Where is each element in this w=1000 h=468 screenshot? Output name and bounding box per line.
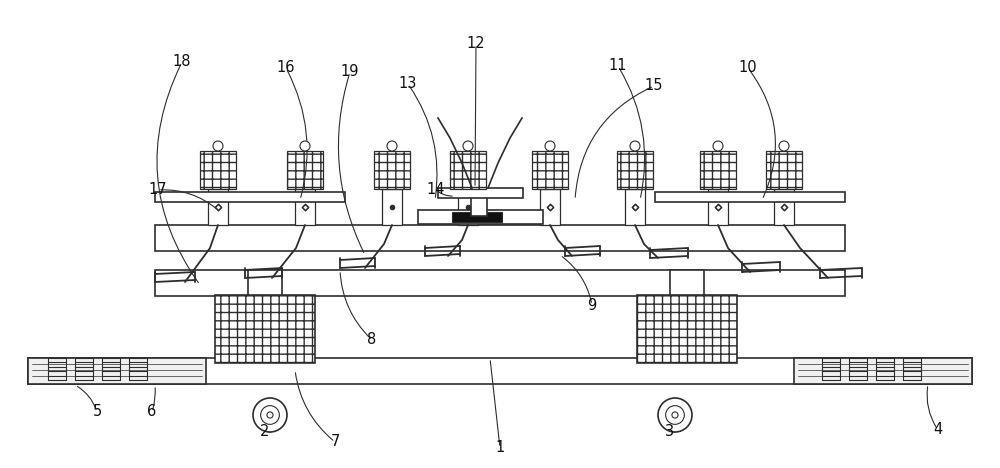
Bar <box>155 225 845 251</box>
Bar <box>458 189 478 225</box>
Circle shape <box>779 141 789 151</box>
Text: 5: 5 <box>92 404 102 419</box>
Bar <box>208 189 228 225</box>
Text: 13: 13 <box>399 76 417 92</box>
Bar <box>248 270 282 296</box>
Bar <box>155 192 345 202</box>
Circle shape <box>261 406 279 424</box>
Text: 3: 3 <box>665 424 675 439</box>
Text: 16: 16 <box>277 60 295 75</box>
Bar <box>438 188 523 198</box>
Bar <box>655 192 845 202</box>
Circle shape <box>672 412 678 418</box>
Bar <box>774 189 794 225</box>
Bar <box>540 189 560 225</box>
Text: 2: 2 <box>260 424 270 439</box>
Text: 11: 11 <box>609 58 627 73</box>
Circle shape <box>463 141 473 151</box>
Bar <box>374 151 410 189</box>
Bar <box>625 189 645 225</box>
Text: 17: 17 <box>149 183 167 197</box>
Bar <box>155 270 845 296</box>
Text: 8: 8 <box>367 332 377 348</box>
Text: 10: 10 <box>739 60 757 75</box>
Circle shape <box>213 141 223 151</box>
Bar <box>637 295 737 363</box>
Bar <box>200 151 236 189</box>
Circle shape <box>658 398 692 432</box>
Circle shape <box>713 141 723 151</box>
Circle shape <box>300 141 310 151</box>
Bar <box>215 295 315 363</box>
Bar <box>287 151 323 189</box>
Circle shape <box>267 412 273 418</box>
Text: 12: 12 <box>467 37 485 51</box>
Bar <box>532 151 568 189</box>
Bar <box>295 189 315 225</box>
Text: 7: 7 <box>330 434 340 449</box>
Text: 18: 18 <box>173 54 191 70</box>
Bar <box>471 196 487 216</box>
Bar <box>766 151 802 189</box>
Text: 4: 4 <box>933 423 943 438</box>
Circle shape <box>630 141 640 151</box>
Text: 14: 14 <box>427 183 445 197</box>
Bar <box>28 358 206 384</box>
Bar <box>700 151 736 189</box>
Bar <box>617 151 653 189</box>
Text: 19: 19 <box>341 65 359 80</box>
Text: 6: 6 <box>147 404 157 419</box>
Bar <box>452 212 502 222</box>
Bar <box>418 210 543 224</box>
Circle shape <box>545 141 555 151</box>
Circle shape <box>387 141 397 151</box>
Bar <box>28 358 972 384</box>
Bar <box>670 270 704 296</box>
Bar <box>708 189 728 225</box>
Bar <box>450 151 486 189</box>
Circle shape <box>666 406 684 424</box>
Text: 9: 9 <box>587 298 597 313</box>
Text: 1: 1 <box>495 440 505 455</box>
Bar <box>382 189 402 225</box>
Bar <box>794 358 972 384</box>
Circle shape <box>253 398 287 432</box>
Text: 15: 15 <box>645 79 663 94</box>
